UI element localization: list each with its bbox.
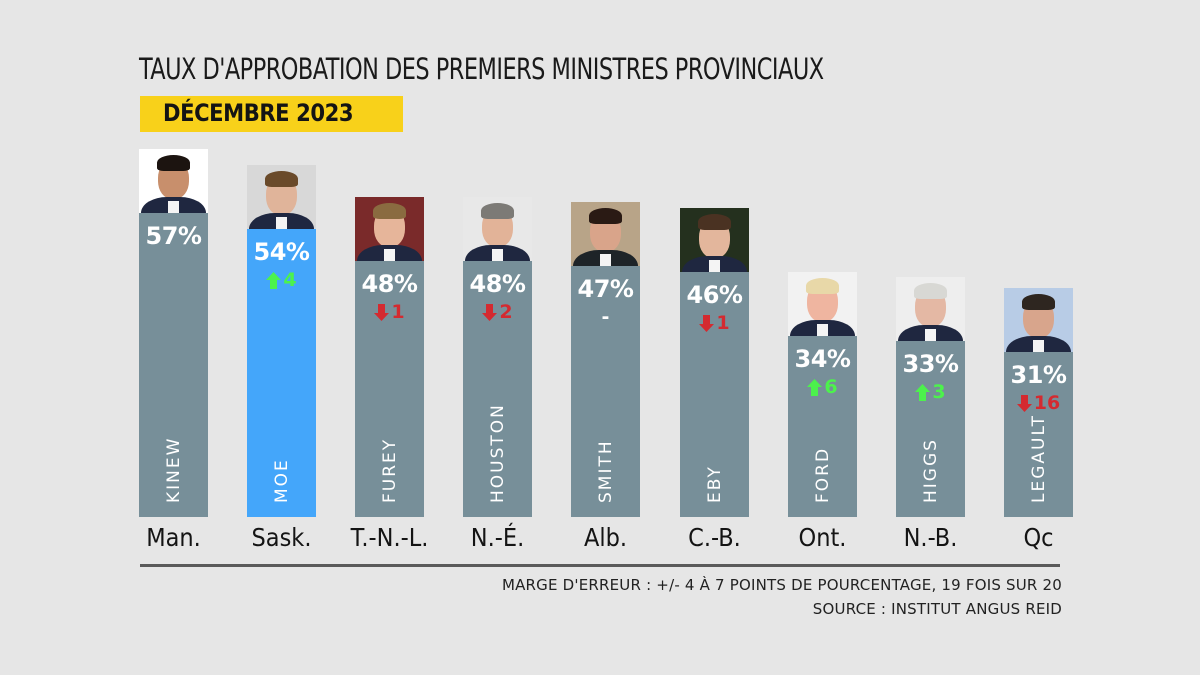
value-label: 31% <box>1010 361 1067 389</box>
premier-photo <box>680 208 749 272</box>
change-indicator: 6 <box>788 376 857 398</box>
premier-name: EBY <box>704 465 725 503</box>
change-value: 4 <box>283 269 297 291</box>
bar-kinew: 57% KINEW <box>139 213 208 517</box>
province-label: Sask. <box>251 523 312 552</box>
province-label: Man. <box>146 523 201 552</box>
premier-photo <box>463 197 532 261</box>
bar-eby: 46% 1 EBY <box>680 272 749 517</box>
premier-name: KINEW <box>163 436 184 503</box>
bar-furey: 48% 1 FUREY <box>355 261 424 517</box>
premier-photo <box>788 272 857 336</box>
bar-ford: 34% 6 FORD <box>788 336 857 517</box>
premier-name: HIGGS <box>920 438 941 503</box>
premier-photo <box>1004 288 1073 352</box>
province-label: C.-B. <box>688 523 741 552</box>
province-label: N.-B. <box>903 523 958 552</box>
value-label: 34% <box>794 345 851 373</box>
chart-title: TAUX D'APPROBATION DES PREMIERS MINISTRE… <box>139 52 824 86</box>
premier-name: MOE <box>271 458 292 503</box>
margin-of-error-note: MARGE D'ERREUR : +/- 4 À 7 POINTS DE POU… <box>501 576 1062 594</box>
premier-photo <box>355 197 424 261</box>
province-label: Ont. <box>798 523 847 552</box>
premier-name: FUREY <box>379 437 400 503</box>
subtitle-badge <box>140 96 403 132</box>
premier-photo <box>247 165 316 229</box>
arrow-down-icon <box>482 303 498 321</box>
source-note: SOURCE : INSTITUT ANGUS REID <box>812 600 1062 618</box>
bar-higgs: 33% 3 HIGGS <box>896 341 965 517</box>
bar-legault: 31% 16 LEGAULT <box>1004 352 1073 517</box>
premier-name: HOUSTON <box>487 403 508 503</box>
change-value: 1 <box>391 301 405 323</box>
arrow-up-icon <box>807 378 823 396</box>
value-label: 47% <box>577 275 634 303</box>
change-indicator: 2 <box>463 301 532 323</box>
value-label: 48% <box>361 270 418 298</box>
premier-name: SMITH <box>595 439 616 503</box>
arrow-up-icon <box>266 271 282 289</box>
change-value: - <box>601 306 610 328</box>
change-value: 16 <box>1033 392 1061 414</box>
bar-smith: 47% - SMITH <box>571 266 640 517</box>
change-value: 3 <box>932 381 946 403</box>
arrow-up-icon <box>915 383 931 401</box>
baseline-rule <box>140 564 1060 567</box>
premier-photo <box>139 149 208 213</box>
premier-photo <box>571 202 640 266</box>
arrow-down-icon <box>374 303 390 321</box>
change-indicator: 3 <box>896 381 965 403</box>
change-indicator: 1 <box>680 312 749 334</box>
premier-name: FORD <box>812 446 833 503</box>
value-label: 46% <box>686 281 743 309</box>
change-indicator: - <box>571 306 640 328</box>
premier-photo <box>896 277 965 341</box>
bar-houston: 48% 2 HOUSTON <box>463 261 532 517</box>
arrow-down-icon <box>699 314 715 332</box>
change-indicator: 4 <box>247 269 316 291</box>
chart-subtitle: DÉCEMBRE 2023 <box>163 99 354 127</box>
change-indicator: 1 <box>355 301 424 323</box>
bar-moe: 54% 4 MOE <box>247 229 316 517</box>
value-label: 48% <box>469 270 526 298</box>
value-label: 54% <box>253 238 310 266</box>
province-label: Alb. <box>583 523 628 552</box>
province-label: T.-N.-L. <box>350 523 429 552</box>
arrow-down-icon <box>1016 394 1032 412</box>
change-indicator: 16 <box>1004 392 1073 414</box>
change-value: 2 <box>499 301 513 323</box>
value-label: 57% <box>145 222 202 250</box>
change-value: 6 <box>824 376 838 398</box>
province-label: N.-É. <box>470 523 525 552</box>
change-value: 1 <box>716 312 730 334</box>
province-label: Qc <box>1023 523 1054 552</box>
value-label: 33% <box>902 350 959 378</box>
premier-name: LEGAULT <box>1028 414 1049 503</box>
